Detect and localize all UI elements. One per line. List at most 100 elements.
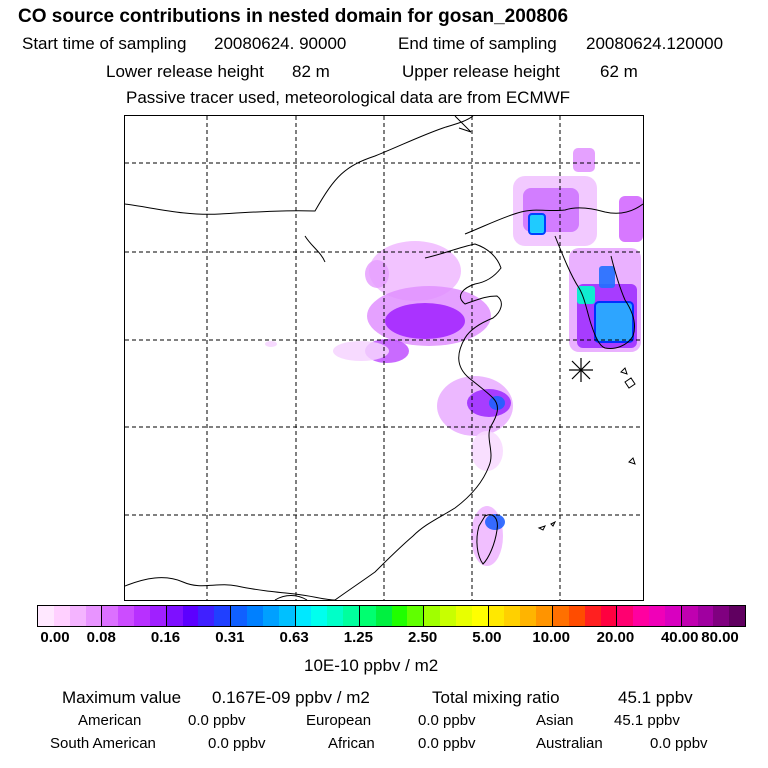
colorbar-swatch — [600, 606, 618, 626]
colorbar-swatch — [198, 606, 215, 626]
upper-release-value: 62 m — [600, 62, 638, 81]
region-value-american: 0.0 ppbv — [188, 712, 246, 729]
colorbar-swatch — [231, 606, 247, 626]
tracer-note: Passive tracer used, meteorological data… — [126, 88, 571, 107]
coastlines — [125, 116, 643, 600]
start-time-value: 20080624. 90000 — [214, 34, 347, 53]
colorbar-swatch — [520, 606, 537, 626]
colorbar-swatch — [664, 606, 682, 626]
colorbar-swatch — [38, 606, 54, 626]
colorbar-tick-label: 40.00 — [660, 629, 699, 646]
region-name-african: African — [328, 735, 375, 752]
receptor-star-icon — [569, 358, 593, 382]
colorbar-swatch — [424, 606, 441, 626]
colorbar-swatch — [407, 606, 425, 626]
colorbar-swatch — [182, 606, 199, 626]
concentration-plumes — [265, 148, 643, 566]
colorbar-tick-label: 80.00 — [701, 629, 739, 646]
colorbar-tick-label: 0.00 — [40, 629, 70, 646]
total-mixing-label: Total mixing ratio — [432, 688, 560, 707]
colorbar-tick-label: 10.00 — [532, 629, 570, 646]
colorbar-swatch — [697, 606, 714, 626]
coastline-korea — [554, 235, 636, 349]
start-time-label: Start time of sampling — [22, 34, 187, 53]
colorbar-swatch — [262, 606, 279, 626]
region-value-australian: 0.0 ppbv — [650, 735, 708, 752]
colorbar-swatch — [149, 606, 167, 626]
source-contribution-map — [124, 115, 644, 601]
colorbar-tick-label: 0.16 — [150, 629, 181, 646]
total-mixing-value: 45.1 ppbv — [618, 688, 693, 707]
colorbar-swatch — [440, 606, 456, 626]
colorbar-swatch — [69, 606, 86, 626]
colorbar-swatch — [295, 606, 312, 626]
colorbar-swatch — [118, 606, 135, 626]
lower-release-value: 82 m — [292, 62, 330, 81]
plume-north-china — [265, 241, 491, 363]
colorbar-swatch — [471, 606, 489, 626]
region-name-asian: Asian — [536, 712, 574, 729]
lower-release-label: Lower release height — [106, 62, 264, 81]
colorbar-tick-label: 20.00 — [596, 629, 635, 646]
colorbar-swatch — [134, 606, 150, 626]
max-value: 0.167E-09 ppbv / m2 — [212, 688, 370, 707]
colorbar-swatch — [327, 606, 344, 626]
region-value-south-american: 0.0 ppbv — [208, 735, 266, 752]
coastline-taiwan — [476, 514, 498, 565]
colorbar-swatch — [649, 606, 665, 626]
colorbar-swatch — [729, 606, 746, 626]
coastline-bohai — [334, 243, 502, 600]
plume-korea — [569, 248, 641, 352]
colorbar-swatch — [311, 606, 328, 626]
border-china-south — [125, 577, 336, 600]
border-inner — [304, 235, 326, 263]
colorbar-swatch — [343, 606, 360, 626]
colorbar-swatch — [633, 606, 650, 626]
region-name-american: American — [78, 712, 142, 729]
colorbar-swatch — [584, 606, 601, 626]
colorbar-swatch — [278, 606, 296, 626]
coastline-north — [454, 116, 472, 133]
coastline-hainan — [274, 595, 308, 600]
region-name-south-american: South American — [50, 735, 156, 752]
colorbar-swatch — [391, 606, 408, 626]
colorbar-unit: 10E-10 ppbv / m2 — [304, 656, 439, 675]
region-value-european: 0.0 ppbv — [418, 712, 476, 729]
colorbar-swatch — [617, 606, 634, 626]
colorbar-swatch — [553, 606, 569, 626]
coastline-russia-china-border — [125, 116, 474, 215]
map-title: CO source contributions in nested domain… — [18, 6, 569, 27]
plume-taiwan — [471, 506, 505, 566]
upper-release-label: Upper release height — [402, 62, 560, 81]
colorbar-swatch — [214, 606, 232, 626]
colorbar-swatch — [504, 606, 521, 626]
max-value-label: Maximum value — [62, 688, 182, 707]
colorbar-swatch — [488, 606, 505, 626]
colorbar-swatch — [359, 606, 376, 626]
colorbar-tick-label: 2.50 — [408, 629, 438, 646]
end-time-value: 20080624.120000 — [586, 34, 724, 53]
coastline-northeast-china — [464, 203, 643, 235]
colorbar-swatch — [568, 606, 585, 626]
colorbar-tick-label: 0.63 — [279, 629, 309, 646]
end-time-label: End time of sampling — [398, 34, 557, 53]
colorbar-swatch — [681, 606, 698, 626]
region-value-african: 0.0 ppbv — [418, 735, 476, 752]
colorbar-swatch — [53, 606, 70, 626]
colorbar-tick-label: 5.00 — [472, 629, 502, 646]
plume-shanghai — [437, 376, 513, 471]
lat-lon-grid — [125, 116, 643, 600]
region-name-australian: Australian — [536, 735, 603, 752]
colorbar-swatch — [455, 606, 472, 626]
colorbar-swatch — [375, 606, 392, 626]
coastline-japan — [537, 367, 636, 531]
colorbar-tick-label: 0.08 — [86, 629, 116, 646]
colorbar-swatch — [536, 606, 553, 626]
region-name-european: European — [306, 712, 372, 729]
colorbar-swatch — [166, 606, 183, 626]
colorbar-swatch — [246, 606, 263, 626]
colorbar-swatch — [85, 606, 103, 626]
colorbar-swatch — [713, 606, 730, 626]
region-value-asian: 45.1 ppbv — [614, 712, 680, 729]
colorbar-tick-label: 1.25 — [343, 629, 373, 646]
